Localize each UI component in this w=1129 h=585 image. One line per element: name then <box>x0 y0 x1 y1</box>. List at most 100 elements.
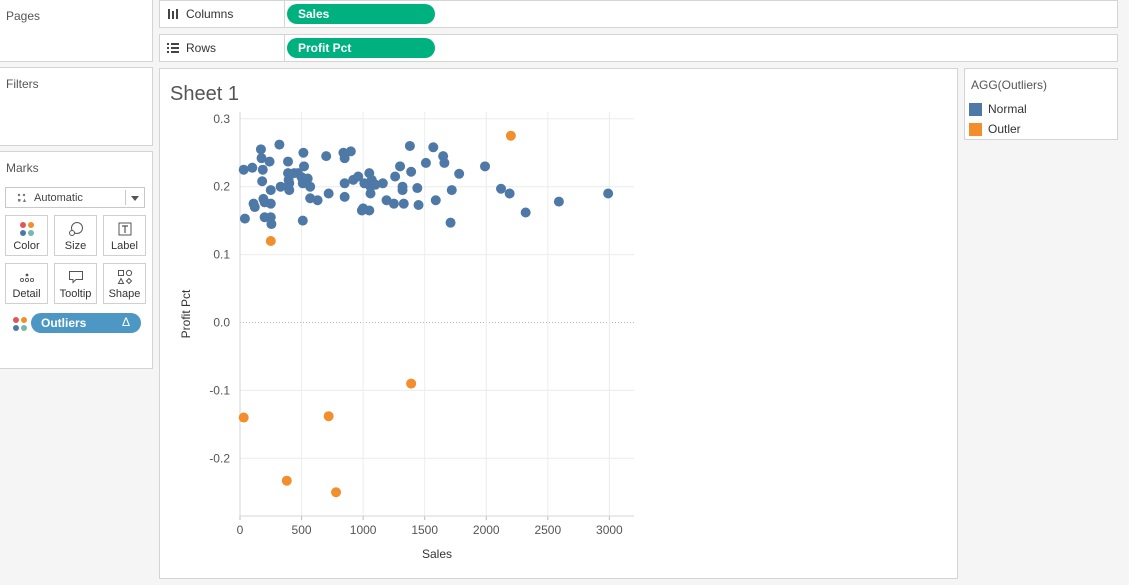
point-outler[interactable] <box>505 130 516 141</box>
point-normal[interactable] <box>257 176 268 187</box>
point-normal[interactable] <box>406 166 417 177</box>
point-normal[interactable] <box>299 161 310 172</box>
filters-card[interactable]: Filters <box>0 67 153 146</box>
mark-type-dropdown[interactable]: Automatic <box>5 187 145 208</box>
point-normal[interactable] <box>266 219 277 230</box>
point-outler[interactable] <box>323 411 334 422</box>
point-normal[interactable] <box>395 161 406 172</box>
point-outler[interactable] <box>281 475 292 486</box>
point-normal[interactable] <box>496 183 507 194</box>
point-normal[interactable] <box>305 181 316 192</box>
point-normal[interactable] <box>364 205 375 216</box>
point-normal[interactable] <box>257 164 268 175</box>
shape-button-label: Shape <box>108 288 141 300</box>
point-normal[interactable] <box>412 183 423 194</box>
delta-icon: Δ <box>121 315 130 329</box>
point-normal[interactable] <box>239 213 250 224</box>
point-outler[interactable] <box>265 236 276 247</box>
point-normal[interactable] <box>249 202 260 213</box>
point-normal[interactable] <box>439 157 450 168</box>
color-encoding-icon <box>13 317 27 331</box>
marks-title: Marks <box>6 161 39 175</box>
point-normal[interactable] <box>339 191 350 202</box>
point-outler[interactable] <box>331 487 342 498</box>
x-tick-label: 1500 <box>411 523 438 537</box>
columns-icon <box>168 9 178 19</box>
point-normal[interactable] <box>274 139 285 150</box>
point-normal[interactable] <box>480 161 491 172</box>
point-normal[interactable] <box>398 198 409 209</box>
point-normal[interactable] <box>446 185 457 196</box>
point-normal[interactable] <box>302 173 313 184</box>
point-normal[interactable] <box>603 188 614 199</box>
size-button[interactable]: Size <box>54 215 97 256</box>
point-outler[interactable] <box>406 378 417 389</box>
point-normal[interactable] <box>312 195 323 206</box>
point-normal[interactable] <box>265 185 276 196</box>
tooltip-button[interactable]: Tooltip <box>54 263 97 304</box>
point-normal[interactable] <box>353 171 364 182</box>
outliers-pill-label: Outliers <box>41 316 87 330</box>
point-normal[interactable] <box>430 195 441 206</box>
y-tick-label: -0.2 <box>209 451 230 465</box>
legend-swatch-normal <box>969 102 982 116</box>
point-normal[interactable] <box>504 188 515 199</box>
detail-icon <box>19 273 35 283</box>
point-normal[interactable] <box>404 140 415 151</box>
x-tick-label: 2000 <box>473 523 500 537</box>
point-normal[interactable] <box>370 179 381 190</box>
sales-pill[interactable]: Sales <box>287 4 435 24</box>
point-normal[interactable] <box>275 181 286 192</box>
marks-card: Marks Automatic Color Size Label <box>0 151 153 369</box>
point-normal[interactable] <box>345 146 356 157</box>
point-normal[interactable] <box>297 215 308 226</box>
columns-shelf[interactable]: Columns Sales <box>159 0 1118 28</box>
automatic-icon <box>17 193 26 202</box>
point-normal[interactable] <box>238 164 249 175</box>
color-legend: AGG(Outliers) Normal Outler <box>964 68 1118 140</box>
point-normal[interactable] <box>553 196 564 207</box>
point-normal[interactable] <box>321 151 332 162</box>
point-normal[interactable] <box>283 156 294 167</box>
point-normal[interactable] <box>454 168 465 179</box>
size-button-label: Size <box>64 240 87 252</box>
point-normal[interactable] <box>256 153 267 164</box>
legend-item-normal[interactable]: Normal <box>969 102 1027 116</box>
point-normal[interactable] <box>339 153 350 164</box>
point-normal[interactable] <box>247 162 258 173</box>
color-icon <box>20 222 34 236</box>
rows-shelf[interactable]: Rows Profit Pct <box>159 34 1118 62</box>
point-normal[interactable] <box>428 142 439 153</box>
shape-button[interactable]: Shape <box>103 263 146 304</box>
point-outler[interactable] <box>238 412 249 423</box>
point-normal[interactable] <box>339 178 350 189</box>
point-normal[interactable] <box>413 200 424 211</box>
point-normal[interactable] <box>445 217 456 228</box>
point-normal[interactable] <box>265 198 276 209</box>
point-normal[interactable] <box>255 144 266 155</box>
detail-button[interactable]: Detail <box>5 263 48 304</box>
profit-pct-pill[interactable]: Profit Pct <box>287 38 435 58</box>
point-normal[interactable] <box>420 157 431 168</box>
point-normal[interactable] <box>365 188 376 199</box>
point-normal[interactable] <box>520 207 531 218</box>
label-button[interactable]: Label <box>103 215 146 256</box>
point-normal[interactable] <box>390 171 401 182</box>
outliers-pill[interactable]: Outliers Δ <box>31 313 141 333</box>
mark-type-label: Automatic <box>34 192 83 204</box>
point-normal[interactable] <box>298 147 309 158</box>
point-normal[interactable] <box>284 185 295 196</box>
point-normal[interactable] <box>397 185 408 196</box>
legend-item-outler[interactable]: Outler <box>969 122 1021 136</box>
color-button[interactable]: Color <box>5 215 48 256</box>
sheet-title: Sheet 1 <box>170 83 239 105</box>
point-normal[interactable] <box>264 156 275 167</box>
y-tick-label: 0.1 <box>213 248 230 262</box>
point-normal[interactable] <box>323 188 334 199</box>
pages-card[interactable]: Pages <box>0 0 153 62</box>
point-normal[interactable] <box>388 198 399 209</box>
rows-label: Rows <box>186 41 217 55</box>
x-tick-label: 500 <box>292 523 312 537</box>
scatter-chart[interactable]: -0.2 -0.1 0.0 0.1 0.2 0.3 0 500 1000 1500 2000 2500… <box>160 69 957 578</box>
point-normal[interactable] <box>377 178 388 189</box>
